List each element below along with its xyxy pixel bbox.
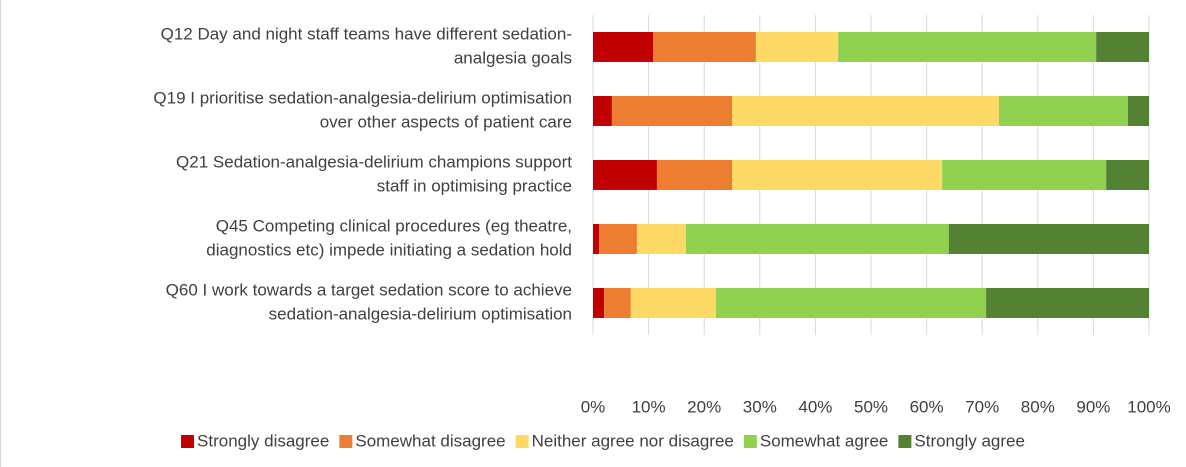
category-label: Q60 I work towards a target sedation sco…: [166, 280, 572, 299]
bar-segment: [653, 32, 756, 62]
category-label: Q21 Sedation-analgesia-delirium champion…: [176, 152, 572, 171]
legend-label: Neither agree nor disagree: [532, 431, 734, 450]
legend-swatch: [898, 435, 912, 448]
legend-label: Strongly agree: [914, 431, 1025, 450]
x-tick-label: 70%: [965, 397, 999, 416]
bar-segment: [604, 288, 631, 318]
bar-segment: [636, 224, 686, 254]
bar-segment: [948, 224, 1149, 254]
legend-swatch: [743, 435, 757, 448]
bar-segment: [593, 224, 600, 254]
bar-segment: [593, 160, 657, 190]
legend: Strongly disagree Somewhat disagree Neithe…: [181, 431, 1025, 450]
legend-label: Somewhat disagree: [355, 431, 505, 450]
bar-segment: [599, 224, 637, 254]
x-tick-label: 20%: [687, 397, 721, 416]
x-tick-label: 60%: [910, 397, 944, 416]
bar-segment: [593, 32, 654, 62]
category-label: over other aspects of patient care: [320, 112, 572, 131]
bar-segment: [593, 96, 612, 126]
legend-swatch: [515, 435, 529, 448]
bar-segment: [732, 160, 943, 190]
bar-segment: [732, 96, 999, 126]
legend-swatch: [339, 435, 353, 448]
category-label: analgesia goals: [454, 48, 572, 67]
bar-segment: [942, 160, 1107, 190]
bar-segment: [1127, 96, 1149, 126]
legend-label: Somewhat agree: [760, 431, 889, 450]
bar-segment: [611, 96, 732, 126]
x-tick-label: 100%: [1127, 397, 1170, 416]
x-tick-label: 0%: [581, 397, 606, 416]
bar-segment: [1096, 32, 1149, 62]
bar-segment: [593, 288, 605, 318]
category-label: sedation-analgesia-delirium optimisation: [269, 304, 572, 323]
category-label: diagnostics etc) impede initiating a sed…: [206, 240, 572, 259]
x-tick-label: 80%: [1021, 397, 1055, 416]
legend-label: Strongly disagree: [197, 431, 329, 450]
bar-segment: [715, 288, 987, 318]
bar-segment: [838, 32, 1097, 62]
x-tick-label: 30%: [743, 397, 777, 416]
bar-segment: [998, 96, 1128, 126]
bar-segment: [755, 32, 839, 62]
bar-segment: [1106, 160, 1149, 190]
category-label: staff in optimising practice: [377, 176, 572, 195]
x-tick-label: 90%: [1076, 397, 1110, 416]
x-tick-label: 10%: [632, 397, 666, 416]
bar-segment: [986, 288, 1149, 318]
category-label: Q12 Day and night staff teams have diffe…: [161, 24, 572, 43]
bar-segment: [630, 288, 716, 318]
category-label: Q19 I prioritise sedation-analgesia-deli…: [153, 88, 572, 107]
x-tick-label: 40%: [798, 397, 832, 416]
bar-segment: [685, 224, 949, 254]
category-label: Q45 Competing clinical procedures (eg th…: [216, 216, 572, 235]
legend-swatch: [181, 435, 195, 448]
x-tick-label: 50%: [854, 397, 888, 416]
bar-segment: [656, 160, 732, 190]
